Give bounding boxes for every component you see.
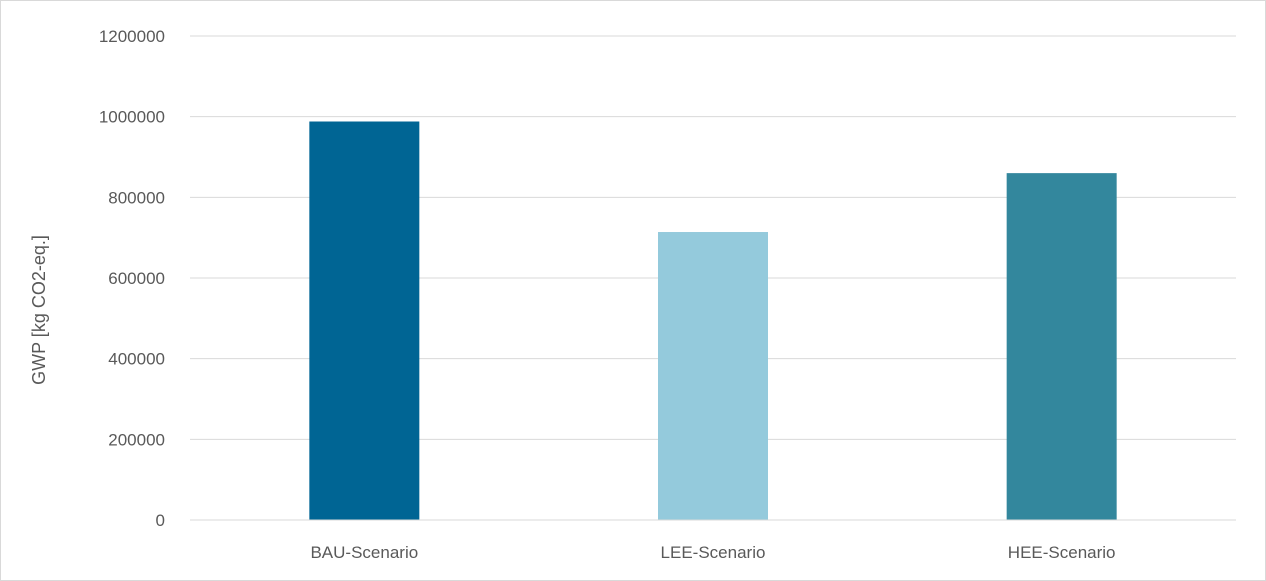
bar-lee-scenario <box>658 232 768 520</box>
y-axis-tick-labels: 0 200000 400000 600000 800000 1000000 1200000 <box>99 27 165 530</box>
y-tick-label: 1200000 <box>99 27 165 46</box>
bars <box>309 121 1117 521</box>
y-tick-label: 600000 <box>108 269 165 288</box>
y-tick-label: 800000 <box>108 188 165 207</box>
y-tick-label: 1000000 <box>99 108 165 127</box>
y-tick-label: 0 <box>156 511 165 530</box>
bar-hee-scenario <box>1006 173 1117 520</box>
bar-bau-scenario <box>309 121 420 521</box>
x-axis-tick-labels: BAU-Scenario LEE-Scenario HEE-Scenario <box>310 543 1115 562</box>
y-axis-title: GWP [kg CO2-eq.] <box>29 235 49 385</box>
y-tick-label: 200000 <box>108 430 165 449</box>
x-tick-label: BAU-Scenario <box>310 543 418 562</box>
x-tick-label: LEE-Scenario <box>661 543 766 562</box>
x-tick-label: HEE-Scenario <box>1008 543 1116 562</box>
y-tick-label: 400000 <box>108 350 165 369</box>
